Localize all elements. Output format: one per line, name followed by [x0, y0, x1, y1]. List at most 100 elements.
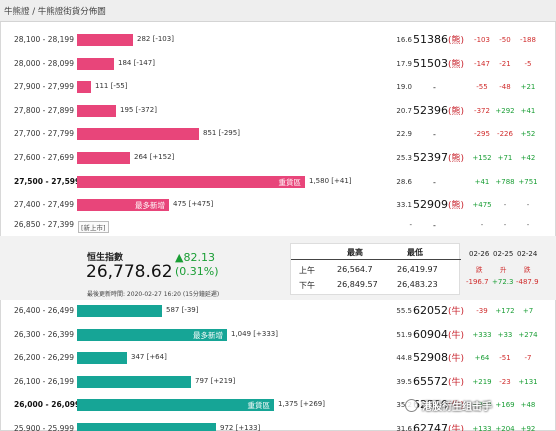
amount-label: 264 [+152] — [134, 153, 175, 161]
bull-bear-tag: (牛) — [448, 401, 465, 412]
delta-day2: +169 — [495, 401, 515, 410]
range-label: 26,300 - 26,399 — [14, 329, 74, 339]
code-number[interactable]: 60904 — [413, 327, 448, 341]
warrant-code[interactable]: - — [433, 130, 436, 139]
am-low: 26,419.97 — [397, 265, 438, 274]
bull-bear-tag: (牛) — [448, 377, 465, 388]
delta-day2: - — [503, 201, 507, 210]
amount-label: 111 [-55] — [95, 82, 128, 91]
range-label: 26,200 - 26,299 — [14, 353, 74, 363]
range-label: 26,850 - 27,399 — [14, 220, 74, 229]
amount-label: 184 [-147] — [118, 58, 155, 67]
delta-day2: -48 — [499, 83, 511, 92]
bull-bear-tag: (牛) — [448, 307, 465, 317]
code-number[interactable]: - — [433, 130, 436, 140]
volume-bar — [77, 375, 191, 388]
code-number[interactable]: 62590 — [413, 398, 448, 412]
code-number[interactable]: 52396 — [413, 103, 448, 117]
bull-bear-tag: (熊) — [448, 106, 465, 117]
volume-bar — [77, 104, 116, 117]
delta-day1: -372 — [474, 106, 490, 115]
watermark-text: 港股衍生组击手 — [422, 402, 492, 413]
index-panel: 恒生指數 26,778.62 ▲82.13 (0.31%) 最後更新時間: 20… — [0, 236, 556, 300]
code-number[interactable]: - — [433, 83, 436, 93]
date-2-change: +72.3 — [492, 278, 514, 286]
bar-highlight-label: 重貨區 — [278, 177, 302, 187]
table-row: 27,700 - 27,799 851 [-295] 22.9 - -295 -226 +5… — [0, 125, 556, 143]
volume-bar — [77, 34, 133, 46]
index-value: 26,778.62 — [86, 262, 173, 282]
delta-day2: +33 — [497, 330, 513, 339]
code-number[interactable]: - — [433, 177, 436, 187]
index-change: ▲82.13 — [175, 251, 215, 264]
delta-day3: - — [526, 221, 530, 229]
pct-cell: 44.8 — [396, 354, 412, 363]
warrant-code[interactable]: 52396(熊) — [413, 104, 464, 117]
code-number[interactable]: 52909 — [413, 198, 448, 212]
warrant-code[interactable]: 51503(熊) — [413, 57, 464, 70]
pct-cell: - — [409, 221, 412, 229]
pct-cell: 31.6 — [396, 425, 412, 431]
warrant-code[interactable]: - — [433, 83, 436, 92]
table-row: 26,200 - 26,299 347 [+64] 44.8 52908(牛) +64-… — [0, 349, 556, 367]
code-number[interactable]: 52397 — [413, 151, 448, 164]
high-low-table: 最高 最低 上午 26,564.7 26,419.97 下午 26,849.57… — [290, 243, 461, 295]
delta-day2: -51 — [499, 354, 511, 363]
code-number[interactable]: 51386 — [413, 33, 448, 46]
table-row: 26,100 - 26,199 797 [+219] 39.5 65572(牛) +21… — [0, 373, 556, 391]
bar-highlight-label: 重貨區 — [247, 401, 271, 411]
warrant-code[interactable]: 60904(牛) — [413, 328, 464, 341]
delta-day2: +788 — [495, 177, 515, 186]
delta-day1: +152 — [472, 154, 492, 162]
bull-bear-tag: (牛) — [448, 425, 465, 431]
warrant-code[interactable]: 52397(熊) — [413, 151, 464, 164]
code-cell: - — [433, 221, 436, 230]
pct-cell: 16.6 — [396, 36, 412, 44]
warrant-code[interactable]: 51386(熊) — [413, 33, 464, 46]
date-1-change: -196.7 — [466, 278, 489, 286]
volume-bar — [77, 423, 216, 431]
delta-day1: +219 — [472, 377, 492, 386]
pm-low: 26,483.23 — [397, 280, 438, 289]
table-row: 26,300 - 26,399 最多新增 1,049 [+333] 51.9 60904… — [0, 326, 556, 344]
code-number[interactable]: 51503 — [413, 56, 448, 70]
am-label: 上午 — [299, 266, 315, 275]
warrant-code[interactable]: 62747(牛) — [413, 422, 464, 431]
volume-bar — [77, 352, 127, 365]
delta-day3: +42 — [520, 154, 536, 162]
bar-highlight-label: 最多新增 — [135, 201, 165, 211]
amount-label: 475 [+475] — [173, 200, 214, 209]
range-label: 25,900 - 25,999 — [14, 424, 74, 431]
range-label: 26,000 - 26,099 — [14, 400, 81, 410]
range-label: 28,100 - 28,199 — [14, 35, 74, 44]
delta-day2: - — [503, 221, 507, 229]
code-number[interactable]: 52908 — [413, 351, 448, 365]
delta-day1: +269 — [472, 401, 492, 410]
new-listing-tag: [新上市] — [78, 221, 109, 233]
bull-bear-tag: (熊) — [448, 154, 465, 164]
amount-label: 1,580 [+41] — [309, 176, 352, 185]
warrant-code[interactable]: 52909(熊) — [413, 198, 464, 211]
code-number[interactable]: 62052 — [413, 304, 448, 317]
code-number[interactable]: 62747 — [413, 422, 448, 431]
volume-bar — [77, 128, 199, 141]
delta-day3: +52 — [520, 130, 536, 139]
bull-bear-tag: (熊) — [448, 59, 465, 70]
warrant-code[interactable]: 62052(牛) — [413, 304, 464, 317]
table-row: 27,600 - 27,699 264 [+152] 25.3 52397(熊) +15… — [0, 149, 556, 167]
range-label: 27,600 - 27,699 — [14, 153, 74, 162]
delta-day3: +131 — [518, 377, 538, 386]
warrant-code[interactable]: 65572(牛) — [413, 375, 464, 388]
code-number[interactable]: 65572 — [413, 374, 448, 388]
volume-bar — [77, 57, 114, 70]
delta-day2: +292 — [495, 106, 515, 115]
volume-bar: 最多新增 — [77, 328, 227, 341]
amount-label: 347 [+64] — [131, 353, 167, 362]
pct-cell: 19.0 — [396, 83, 412, 92]
warrant-code[interactable]: - — [433, 178, 436, 187]
pm-high: 26,849.57 — [337, 280, 378, 289]
warrant-code[interactable]: 52908(牛) — [413, 351, 464, 364]
delta-day2: +71 — [497, 154, 513, 162]
index-change-pct: (0.31%) — [175, 265, 219, 278]
warrant-code[interactable]: 62590(牛) — [413, 398, 464, 411]
